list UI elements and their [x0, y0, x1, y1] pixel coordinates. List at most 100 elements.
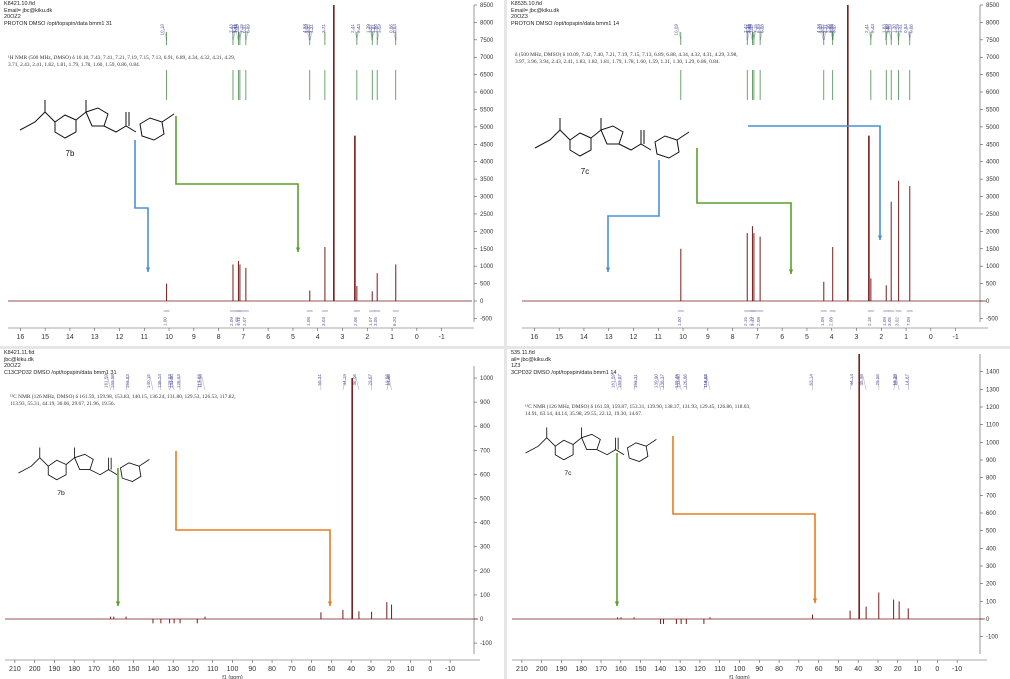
peak-label-connector — [170, 375, 175, 391]
panel-13c-7c: 535.11.fid ail= jbc@kiku.dk 1Z3 3CPD32 D… — [507, 349, 1010, 679]
benzene-ring — [569, 132, 592, 157]
oxadiazole-ring — [85, 107, 109, 127]
x-tick-label: 10 — [165, 334, 173, 341]
peak-label: 0.86 — [909, 24, 914, 33]
molecule-structure: 7c — [534, 118, 690, 176]
nmr-peak-list: ¹H NMR (500 MHz, DMSO) δ 10.10, 7.43, 7.… — [8, 55, 235, 69]
peak-label-connector — [633, 375, 638, 391]
x-tick-label: 150 — [635, 666, 647, 673]
peak-label: 118.03 — [703, 374, 708, 388]
peak-label-connector — [388, 375, 392, 391]
y-tick-label: 700 — [986, 493, 997, 499]
y-tick-label: 6500 — [480, 73, 494, 79]
bond — [65, 457, 75, 465]
y-tick-label: 8000 — [986, 20, 1000, 26]
y-tick-label: 400 — [986, 546, 997, 552]
y-tick-label: 6000 — [986, 90, 1000, 96]
peak-label-connector — [760, 25, 764, 41]
x-tick-label: 10 — [914, 666, 922, 673]
y-tick-label: 500 — [480, 497, 491, 503]
x-tick-label: 6 — [266, 334, 270, 341]
nmr-peak-list-line: ¹³C NMR (126 MHz, DMSO) δ 161.59, 159.98… — [10, 394, 236, 400]
x-tick-label: 170 — [595, 666, 607, 673]
y-tick-label: 8500 — [986, 3, 1000, 9]
header-line: 20OZ2 — [4, 363, 21, 370]
header-line: 3CPD32 DMSO /opt/topspin/data bmm1 14 — [511, 369, 617, 376]
y-tick-label: 1200 — [986, 405, 1000, 411]
x-tick-label: 7 — [755, 334, 759, 341]
peak-label-connector — [234, 25, 239, 41]
peak-label: 19.56 — [384, 374, 389, 386]
benzene-ring — [139, 117, 165, 141]
integral-value: 3.05 — [373, 317, 378, 326]
x-tick-label: 10 — [679, 334, 687, 341]
x-tick-label: 0 — [929, 334, 933, 341]
peak-label-connector — [614, 375, 618, 391]
compound-label: 7c — [564, 470, 572, 477]
integral-value: 2.12 — [750, 317, 755, 326]
x-tick-label: 180 — [68, 666, 80, 673]
y-tick-label: 4500 — [480, 142, 494, 148]
y-tick-label: 200 — [986, 582, 997, 588]
x-tick-label: 20 — [894, 666, 902, 673]
integral-value: 1.09 — [882, 317, 887, 326]
peak-label: 1.59 — [377, 24, 382, 33]
bond — [103, 125, 137, 133]
peak-label: 140.15 — [146, 374, 151, 388]
nmr-peak-list-line: ¹³C NMR (126 MHz, DMSO) δ 161.59, 159.87… — [525, 404, 751, 410]
y-tick-label: 2000 — [480, 229, 494, 235]
integral-value: 2.16 — [867, 317, 872, 326]
x-tick-label: 210 — [516, 666, 528, 673]
compound-label: 7b — [57, 490, 65, 497]
peak-label-connector — [305, 25, 310, 41]
bond — [18, 457, 49, 474]
peak-label: 7.40 — [747, 24, 752, 33]
peak-label-connector — [849, 375, 854, 391]
peak-label-connector — [893, 375, 897, 391]
y-tick-label: 0 — [986, 299, 990, 305]
spectrum-plot: 8500800075007000650060005500500045004000… — [522, 3, 1000, 341]
peak-label: 136.24 — [157, 374, 162, 388]
peak-label: 159.98 — [110, 374, 115, 388]
peak-label-connector — [677, 25, 681, 41]
x-tick-label: 90 — [248, 666, 256, 673]
peak-label: 7.15 — [753, 24, 758, 33]
peak-label: 6.89 — [756, 24, 761, 33]
oxadiazole-ring — [600, 125, 624, 145]
x-tick-label: -1 — [952, 334, 958, 341]
x-tick-label: 210 — [9, 666, 21, 673]
y-tick-label: 1000 — [480, 264, 494, 270]
peak-label: 161.59 — [610, 374, 615, 388]
peak-label-connector — [895, 375, 900, 391]
nmr-peak-list-line: 14.91, 63.14, 44.14, 35.98, 29.55, 22.12… — [525, 411, 643, 417]
peak-label-connector — [747, 25, 751, 41]
nmr-peak-list-line: δ (500 MHz, DMSO) δ 10.09, 7.42, 7.40, 7… — [515, 52, 738, 58]
x-tick-label: 16 — [530, 334, 538, 341]
peak-label: 117.82 — [196, 374, 201, 388]
y-tick-label: 4000 — [986, 160, 1000, 166]
peak-label: 126.86 — [682, 374, 687, 388]
x-axis-label: f1 (ppm) — [222, 675, 243, 679]
x-tick-label: 160 — [615, 666, 627, 673]
x-tick-label: 0 — [428, 666, 432, 673]
spectrum-header: K8421.11.fid jbc@kiku.dk 20OZ2 C13CPD32 … — [4, 350, 117, 376]
peak-label: 44.19 — [342, 374, 347, 386]
x-tick-label: 70 — [795, 666, 803, 673]
x-tick-label: 8 — [731, 334, 735, 341]
y-tick-label: 4500 — [986, 142, 1000, 148]
spectrum-plot: 8500800075007000650060005500500045004000… — [8, 3, 494, 341]
peak-label-connector — [386, 375, 391, 391]
header-line: 535.11.fid — [511, 350, 535, 356]
y-tick-label: 800 — [986, 476, 997, 482]
y-tick-label: 7500 — [986, 38, 1000, 44]
peak-label-connector — [342, 375, 347, 391]
y-tick-label: 2500 — [986, 212, 1000, 218]
compound-label: 7c — [581, 167, 589, 176]
peak-label: 1.29 — [895, 24, 900, 33]
benzene-ring — [627, 442, 649, 462]
y-tick-label: 6500 — [986, 73, 1000, 79]
bond — [19, 111, 56, 131]
bond — [161, 113, 175, 123]
peak-label: 7.41 — [232, 24, 237, 33]
x-tick-label: 40 — [347, 666, 355, 673]
